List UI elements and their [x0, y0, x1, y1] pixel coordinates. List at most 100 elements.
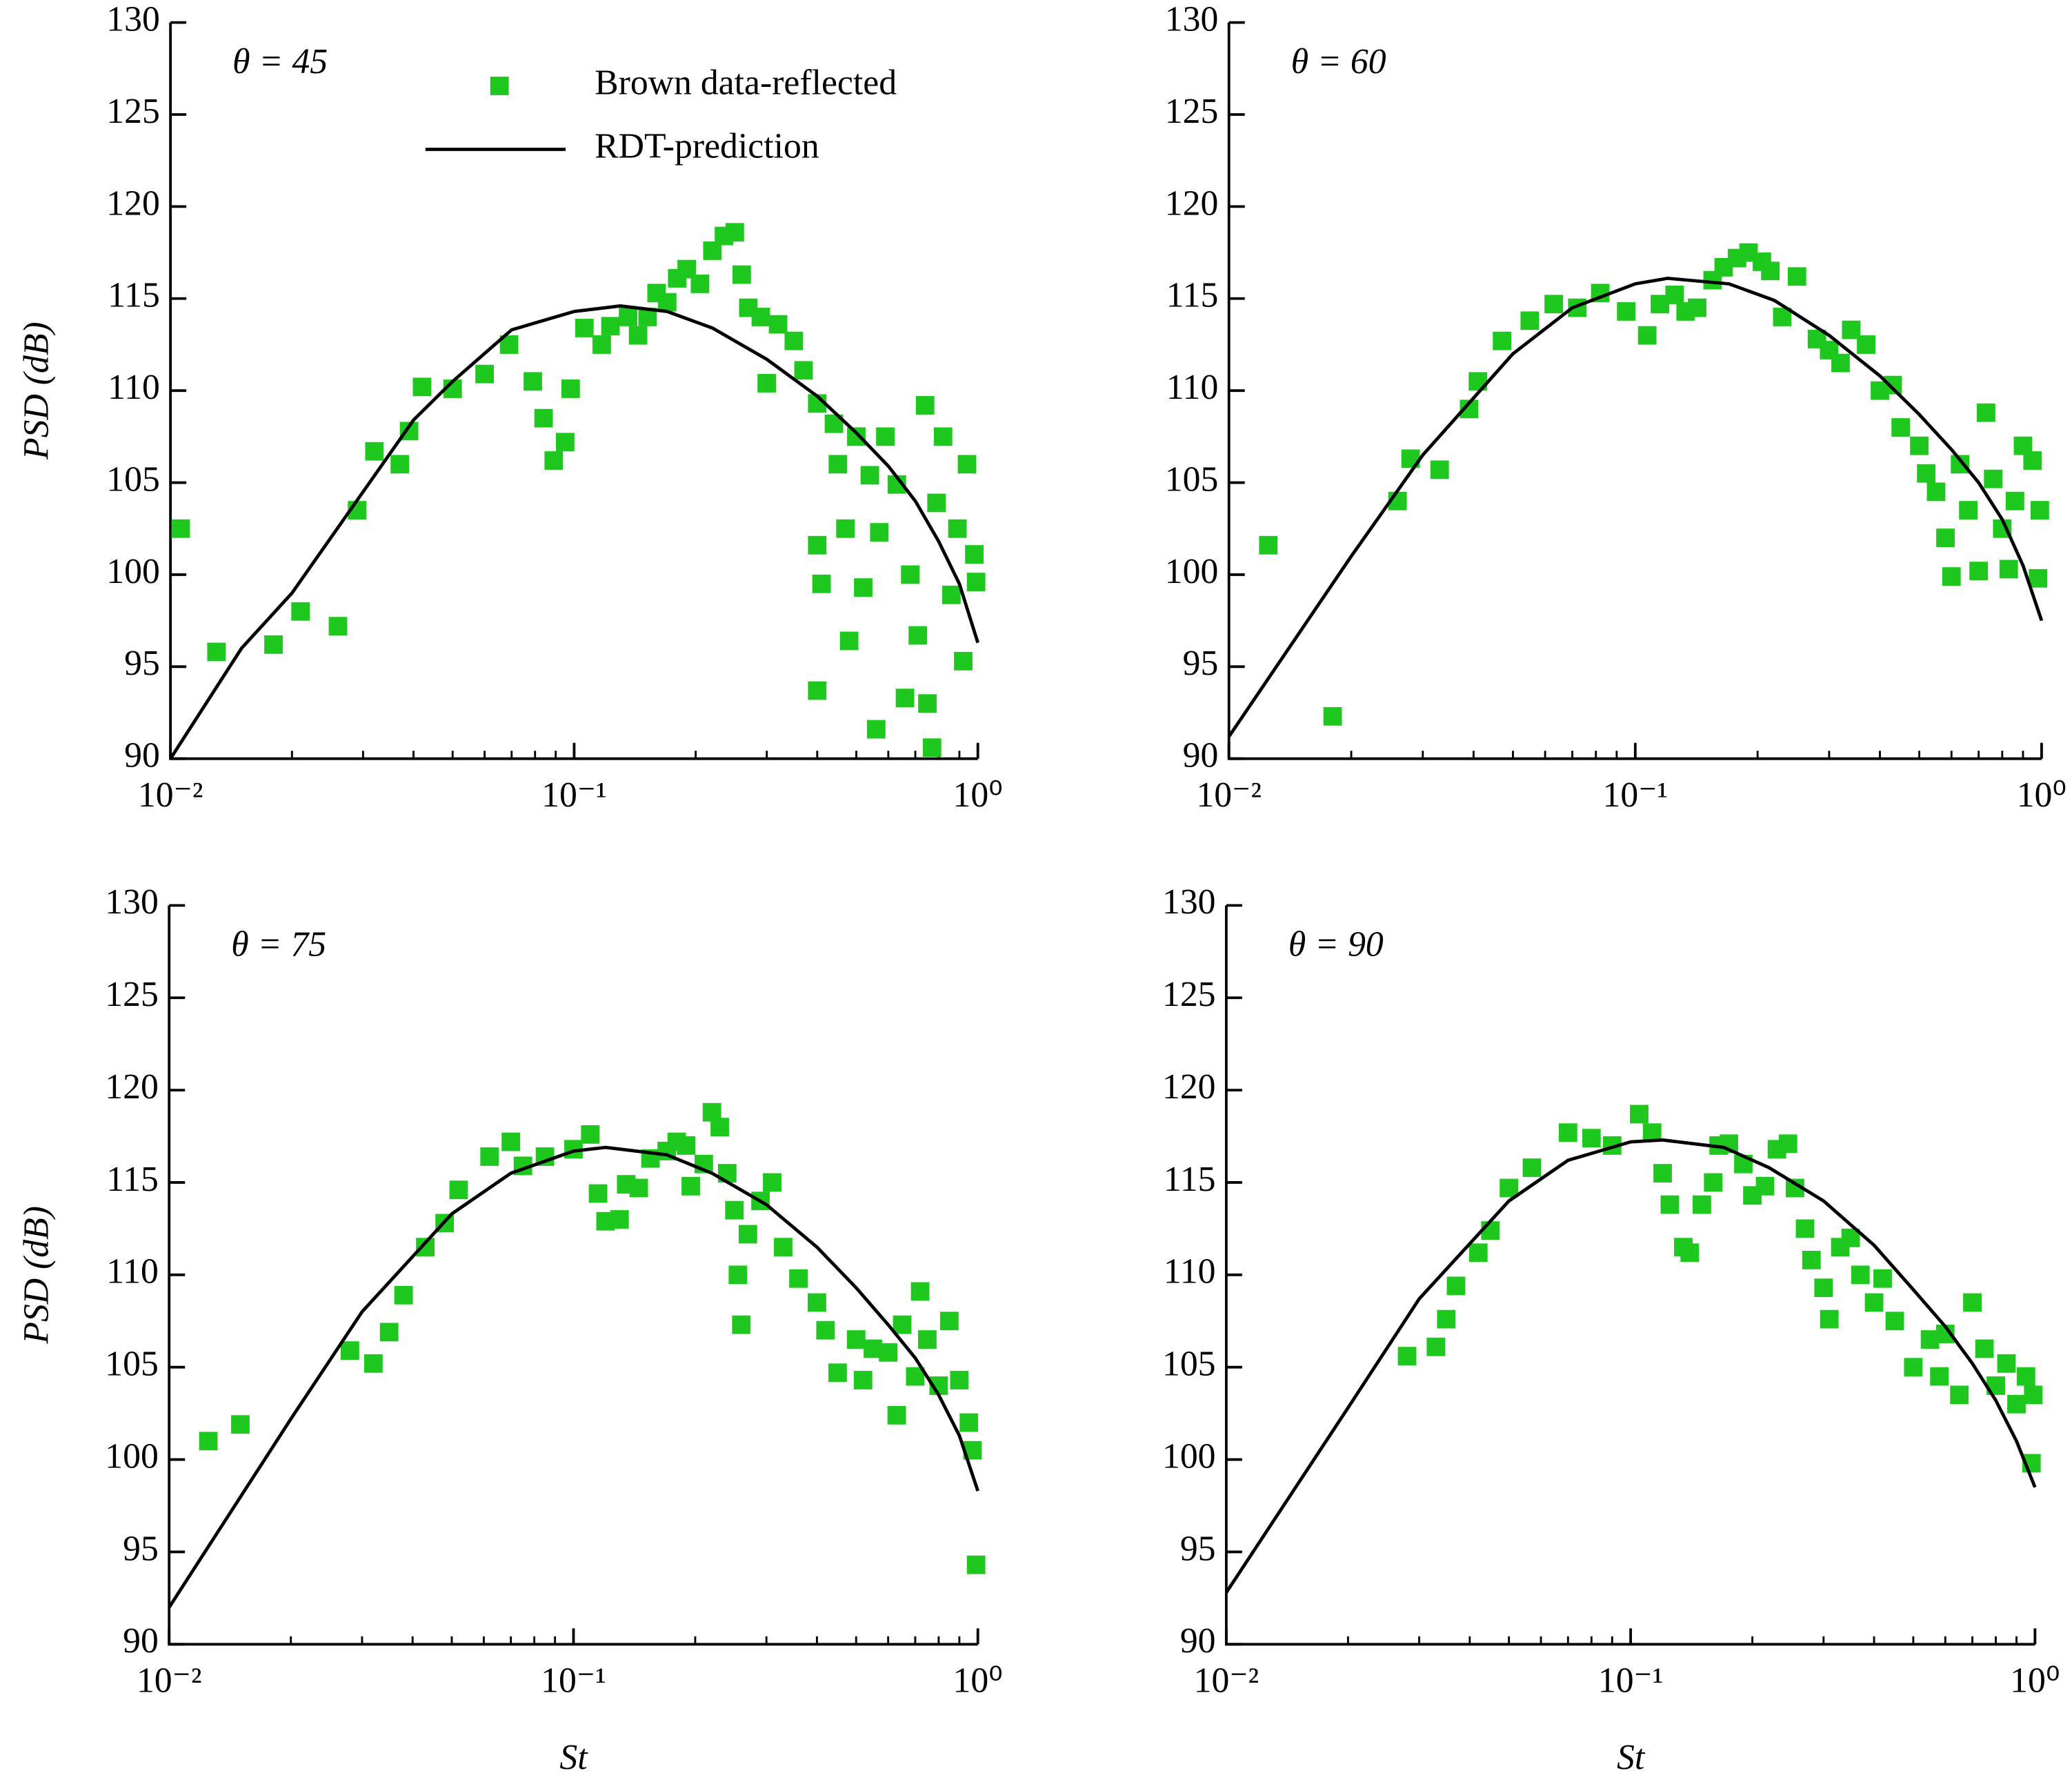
- panel: 90 95 100 105 110 115 120 125 130 10⁻² 10⁻¹ 10⁰ θ = …: [17, 0, 1003, 815]
- data-point: [1917, 464, 1936, 483]
- data-point: [725, 1200, 744, 1220]
- data-point: [808, 681, 827, 700]
- data-point: [1857, 335, 1875, 354]
- data-point: [1963, 1293, 1982, 1312]
- data-point: [728, 1265, 748, 1285]
- data-point: [207, 642, 226, 662]
- data-point: [412, 377, 432, 397]
- data-point: [475, 364, 494, 384]
- annotation: θ = 90: [1288, 925, 1384, 964]
- data-point: [544, 451, 564, 470]
- x-tick-label: 10⁻¹: [1603, 775, 1668, 815]
- data-point: [2007, 1394, 2026, 1414]
- data-point: [365, 442, 384, 461]
- y-tick-label: 120: [1165, 184, 1219, 223]
- data-point: [1582, 1129, 1601, 1148]
- x-tick-label: 10⁰: [953, 1661, 1002, 1701]
- data-point: [588, 1184, 608, 1203]
- data-point: [1437, 1309, 1456, 1329]
- data-point: [816, 1320, 835, 1340]
- data-point: [1761, 261, 1780, 281]
- y-tick-label: 115: [1166, 276, 1219, 315]
- data-point: [480, 1147, 499, 1166]
- y-tick-label: 125: [106, 92, 160, 131]
- data-point: [784, 331, 804, 350]
- data-point: [2016, 1367, 2035, 1386]
- x-tick-label: 10⁰: [2017, 775, 2066, 815]
- x-tick-label: 10⁻²: [137, 1661, 202, 1701]
- data-point: [918, 694, 937, 713]
- x-axis-label: St: [559, 1738, 588, 1777]
- y-tick-label: 95: [1180, 1529, 1216, 1568]
- data-point: [954, 651, 973, 671]
- data-point: [171, 519, 190, 538]
- prediction-line: [1224, 1138, 2037, 1594]
- data-point: [1426, 1337, 1446, 1356]
- x-axis-label: St: [1617, 1738, 1646, 1777]
- data-point: [1984, 469, 2003, 488]
- legend-label: Brown data-reflected: [595, 63, 897, 102]
- data-point: [1500, 1178, 1519, 1198]
- data-point: [2029, 568, 2048, 588]
- data-point: [1481, 1221, 1500, 1240]
- data-point: [291, 602, 310, 621]
- data-point: [828, 455, 848, 474]
- data-point: [959, 1413, 979, 1432]
- data-point: [501, 1132, 521, 1151]
- y-tick-label: 110: [108, 368, 160, 407]
- prediction-line: [1227, 277, 2044, 738]
- x-tick-label: 10⁻¹: [1598, 1661, 1664, 1701]
- data-point: [847, 427, 866, 446]
- y-tick-label: 125: [105, 975, 159, 1014]
- data-point: [677, 1136, 696, 1155]
- data-point: [231, 1415, 250, 1434]
- data-point: [628, 326, 648, 345]
- data-point: [1975, 1339, 1994, 1358]
- panel: 90 95 100 105 110 115 120 125 130 10⁻² 10⁻¹ 10⁰ θ = …: [1165, 0, 2066, 815]
- data-point: [1891, 418, 1911, 437]
- data-point: [732, 1315, 751, 1334]
- data-point: [2005, 491, 2024, 511]
- y-tick-label: 130: [1162, 882, 1216, 922]
- legend-label: RDT-prediction: [595, 126, 819, 166]
- y-tick-label: 115: [106, 1160, 159, 1199]
- data-point: [812, 574, 831, 593]
- data-point: [657, 293, 677, 312]
- x-tick-label: 10⁰: [2010, 1661, 2060, 1701]
- data-point: [876, 427, 895, 446]
- data-point: [1630, 1105, 1648, 1124]
- y-tick-label: 105: [106, 459, 160, 499]
- data-point: [1883, 375, 1902, 395]
- legend-marker: [490, 77, 509, 95]
- panel: 90 95 100 105 110 115 120 125 130 10⁻² 10⁻¹ 10⁰ θ = …: [1162, 882, 2060, 1777]
- x-tick-label: 10⁻¹: [541, 775, 607, 815]
- axis-frame: [168, 905, 978, 1646]
- data-point: [895, 689, 915, 708]
- data-point: [794, 361, 813, 380]
- data-point: [866, 720, 886, 739]
- data-point: [1999, 560, 2018, 579]
- data-point: [846, 1330, 866, 1349]
- data-point: [939, 1312, 959, 1331]
- data-point: [1864, 1293, 1884, 1312]
- data-point: [725, 223, 744, 242]
- y-tick-label: 105: [1162, 1345, 1216, 1384]
- data-point: [1323, 706, 1342, 726]
- data-point: [524, 372, 542, 391]
- data-point: [1814, 1278, 1833, 1297]
- data-point: [1397, 1347, 1417, 1366]
- data-point: [966, 573, 986, 592]
- prediction-line: [169, 304, 979, 760]
- y-tick-label: 110: [1166, 368, 1219, 407]
- data-point: [1544, 295, 1564, 314]
- y-tick-label: 120: [1162, 1067, 1216, 1107]
- data-point: [1926, 482, 1946, 502]
- data-point: [774, 1238, 793, 1257]
- data-point: [933, 427, 953, 446]
- data-point: [1831, 353, 1850, 373]
- data-point: [1468, 1243, 1488, 1263]
- data-point: [1885, 1312, 1904, 1331]
- data-point: [1660, 1195, 1680, 1214]
